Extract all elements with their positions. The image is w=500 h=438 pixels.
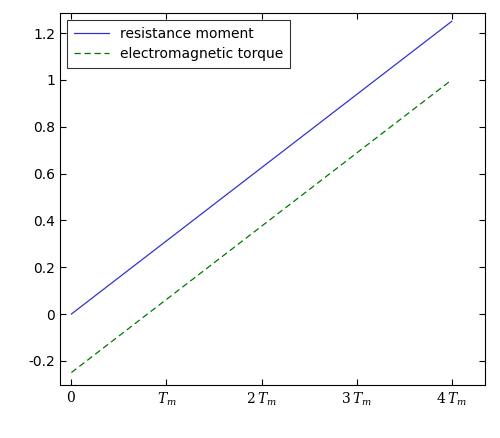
electromagnetic torque	[249, 231, 255, 236]
electromagnetic torque	[380, 130, 386, 135]
resistance moment	[249, 173, 255, 178]
resistance moment	[448, 19, 454, 24]
electromagnetic torque	[252, 229, 258, 234]
Legend: resistance moment, electromagnetic torque: resistance moment, electromagnetic torqu…	[67, 20, 290, 67]
electromagnetic torque	[440, 84, 446, 89]
electromagnetic torque	[295, 196, 301, 201]
resistance moment	[68, 311, 74, 317]
electromagnetic torque	[274, 212, 280, 217]
resistance moment	[295, 137, 301, 142]
resistance moment	[440, 26, 446, 31]
resistance moment	[380, 71, 386, 77]
Line: resistance moment: resistance moment	[72, 21, 452, 314]
resistance moment	[252, 171, 258, 176]
electromagnetic torque	[448, 77, 454, 82]
Line: electromagnetic torque: electromagnetic torque	[72, 80, 452, 373]
resistance moment	[274, 153, 280, 158]
electromagnetic torque	[68, 370, 74, 375]
